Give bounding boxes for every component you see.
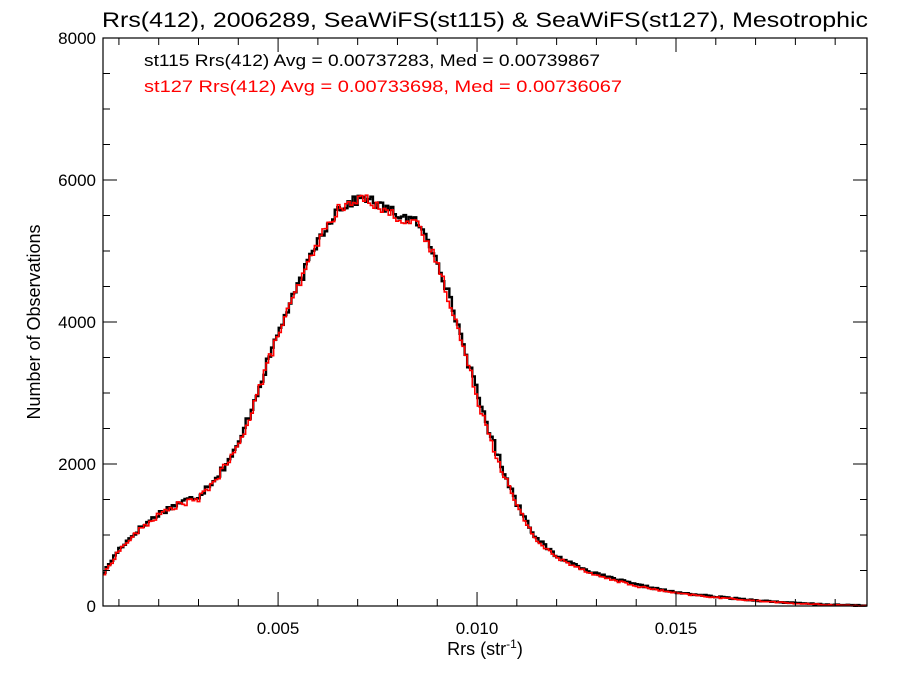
x-tick-label: 0.010 (456, 619, 499, 638)
plot-frame (102, 37, 868, 607)
y-tick-label: 0 (87, 597, 96, 616)
plot-lines (103, 194, 867, 607)
y-tick-label: 2000 (58, 455, 96, 474)
series-line-2 (103, 194, 867, 607)
x-axis-label-exponent: -1 (506, 637, 517, 651)
y-axis-label: Number of Observations (24, 224, 44, 419)
chart-title: Rrs(412), 2006289, SeaWiFS(st115) & SeaW… (102, 9, 868, 32)
y-tick-label: 6000 (58, 171, 96, 190)
axis-ticks (103, 37, 867, 607)
y-tick-label: 8000 (58, 29, 96, 48)
legend-entry-st127: st127 Rrs(412) Avg = 0.00733698, Med = 0… (144, 77, 622, 96)
x-axis-label: Rrs (str-1) (447, 637, 523, 659)
series-line-1 (103, 194, 867, 607)
x-axis-label-base: Rrs (str (447, 639, 506, 659)
x-tick-label: 0.015 (655, 619, 698, 638)
axis-tick-labels: 0.005 0.010 0.015 0 2000 4000 6000 8000 (58, 29, 697, 638)
x-axis-label-close: ) (517, 639, 523, 659)
y-tick-label: 4000 (58, 313, 96, 332)
legend-entry-st115: st115 Rrs(412) Avg = 0.00737283, Med = 0… (144, 51, 600, 70)
x-tick-label: 0.005 (257, 619, 300, 638)
